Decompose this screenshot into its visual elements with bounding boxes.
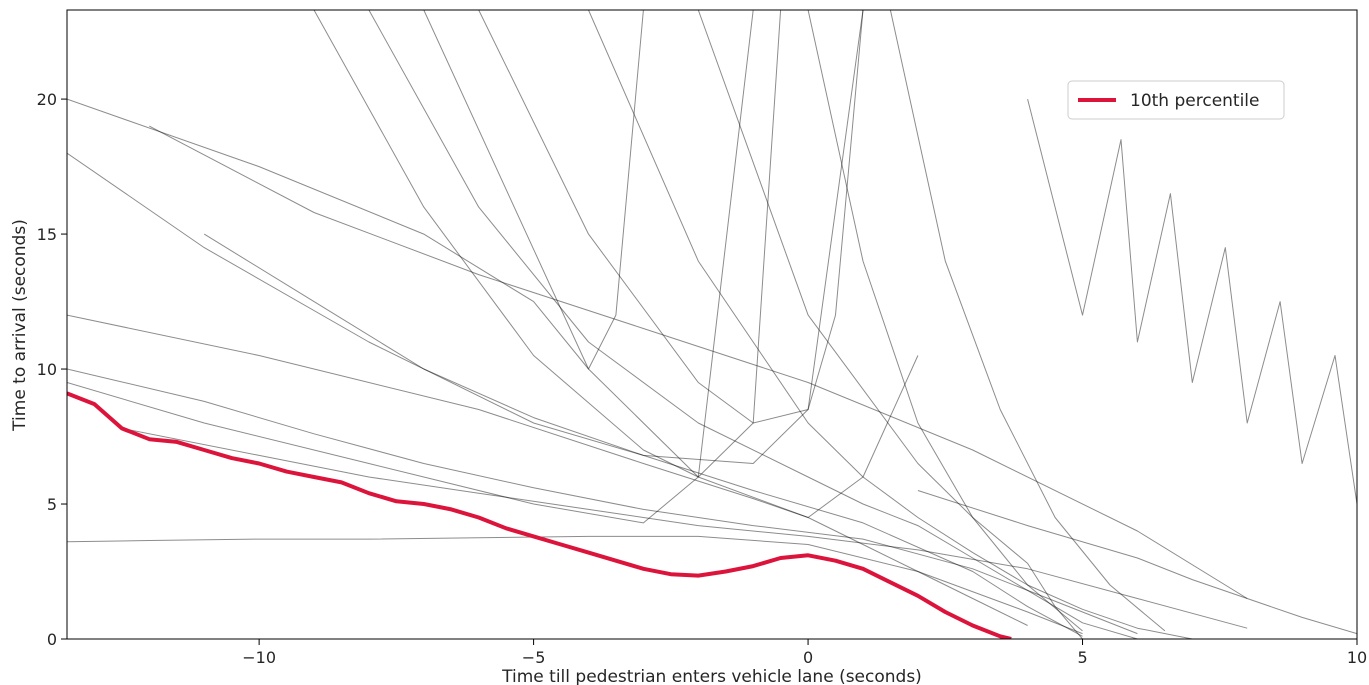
trajectory-line [121,427,1248,629]
trajectory-line [67,535,1083,635]
y-tick-label: 20 [37,90,57,109]
x-tick-label: 10 [1347,648,1367,667]
x-tick-label: 5 [1077,648,1087,667]
x-axis-label: Time till pedestrian enters vehicle lane… [501,667,922,685]
trajectory-line [807,10,1083,632]
trajectory-line [203,233,1083,637]
x-tick-label: 0 [803,648,813,667]
trajectory-line [478,10,864,424]
trajectory-line [67,368,1138,635]
trajectory-line [313,10,782,478]
y-tick-label: 15 [37,225,57,244]
y-axis-label: Time to arrival (seconds) [10,219,30,432]
legend: 10th percentile [1067,80,1285,120]
trajectory-line [917,490,1357,635]
trajectory-line [67,10,864,464]
percentile-layer [67,391,1012,639]
trajectory-line [67,10,754,524]
trajectory-line [149,125,1248,599]
x-axis: −10 −5 0 5 10 [242,639,1367,667]
plot-frame [66,9,1358,640]
percentile-line [67,391,1012,639]
trajectory-line [423,10,919,518]
trajectory-line [697,10,1083,639]
trajectory-line [889,10,1166,632]
y-axis: 0 5 10 15 20 [37,90,67,649]
trajectory-line [67,314,1028,626]
legend-label: 10th percentile [1130,91,1260,111]
legend-box [1067,80,1285,120]
trajectory-line [67,10,644,370]
y-tick-label: 0 [47,630,57,649]
trajectory-line [368,10,1138,639]
trajectory-line [588,10,1193,639]
y-tick-label: 10 [37,360,57,379]
trajectory-traces [67,10,1357,639]
x-tick-label: −10 [242,648,276,667]
x-tick-label: −5 [522,648,546,667]
trajectory-line [1027,98,1357,505]
y-tick-label: 5 [47,495,57,514]
